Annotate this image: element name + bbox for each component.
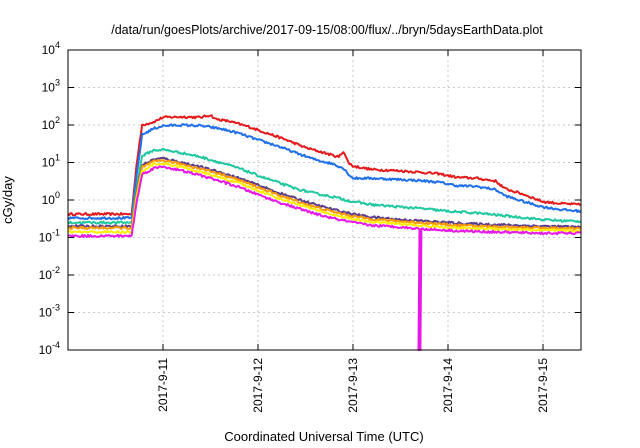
y-tick-base: 10	[42, 81, 56, 95]
x-axis-label: Coordinated Universal Time (UTC)	[224, 429, 423, 444]
y-tick-label: 10-1	[39, 228, 60, 245]
y-tick-base: 10	[39, 306, 53, 320]
y-tick-label: 10-2	[39, 265, 60, 282]
series-line-4	[68, 156, 582, 229]
y-tick-exponent: -2	[52, 265, 60, 275]
series-layer	[67, 114, 582, 351]
y-tick-label: 100	[42, 190, 60, 207]
x-tick-label: 2017-9-11	[156, 358, 170, 412]
y-tick-exponent: 2	[55, 115, 60, 125]
y-tick-label: 104	[42, 40, 60, 57]
x-tick-label: 2017-9-13	[346, 358, 360, 413]
series-line-1	[67, 114, 582, 217]
grid-layer	[68, 50, 581, 350]
y-tick-base: 10	[39, 343, 53, 357]
y-tick-base: 10	[39, 268, 53, 282]
y-tick-exponent: -1	[52, 228, 60, 238]
y-tick-label: 10-4	[39, 340, 60, 357]
y-tick-base: 10	[39, 231, 53, 245]
series-line-5	[67, 158, 582, 231]
x-axis: 2017-9-11 2017-9-12 2017-9-13 2017-9-14 2017…	[156, 50, 550, 413]
x-tick-label: 2017-9-14	[441, 358, 455, 413]
y-tick-base: 10	[42, 156, 56, 170]
y-tick-exponent: -3	[52, 303, 60, 313]
y-tick-label: 10-3	[39, 303, 60, 320]
x-tick-label: 2017-9-15	[536, 358, 550, 413]
y-tick-base: 10	[42, 193, 56, 207]
series-line-6	[67, 162, 582, 235]
y-tick-label: 103	[42, 78, 60, 95]
y-axis-label: cGy/day	[0, 176, 15, 224]
y-tick-exponent: 3	[55, 78, 60, 88]
y-tick-exponent: 4	[55, 40, 60, 50]
y-tick-label: 102	[42, 115, 60, 132]
chart-title: /data/run/goesPlots/archive/2017-09-15/0…	[111, 23, 543, 37]
y-tick-base: 10	[42, 118, 56, 132]
y-tick-label: 101	[42, 153, 60, 170]
series-line-7	[67, 165, 581, 351]
y-tick-exponent: -4	[52, 340, 60, 350]
y-tick-exponent: 1	[55, 153, 60, 163]
y-tick-base: 10	[42, 43, 56, 57]
y-tick-exponent: 0	[55, 190, 60, 200]
series-line-2	[67, 123, 582, 221]
x-tick-label: 2017-9-12	[251, 358, 265, 413]
series-line-3	[67, 147, 582, 225]
